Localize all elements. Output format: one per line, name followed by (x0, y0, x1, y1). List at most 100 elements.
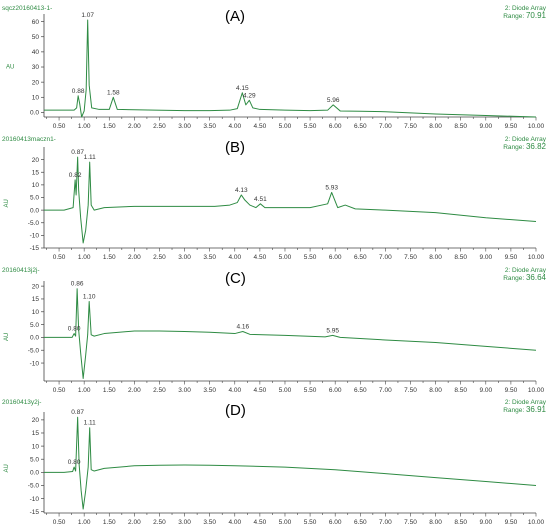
range-label: Range: (503, 144, 526, 151)
x-tick-label: 10.00 (528, 123, 545, 130)
x-tick-label: 2.50 (153, 123, 166, 130)
peak-label: 4.29 (243, 92, 256, 99)
x-tick-label: 9.50 (505, 254, 518, 261)
y-tick-label: 20 (32, 417, 40, 424)
y-tick-label: -15 (30, 509, 40, 516)
peak-label: 0.86 (71, 281, 84, 288)
x-tick-label: 5.00 (279, 387, 292, 394)
x-tick-label: 1.00 (78, 387, 91, 394)
x-tick-label: 9.00 (479, 254, 492, 261)
peak-label: 1.11 (84, 420, 97, 427)
y-axis-label: AU (4, 333, 10, 341)
x-tick-label: 1.00 (78, 123, 91, 130)
detector-label: 2: Diode Array (505, 136, 547, 143)
x-tick-label: 7.00 (379, 387, 392, 394)
peak-label: 0.87 (71, 409, 84, 416)
x-tick-label: 8.00 (429, 519, 442, 526)
x-tick-label: 9.00 (479, 519, 492, 526)
x-tick-label: 8.00 (429, 387, 442, 394)
chromatogram-trace (44, 416, 537, 510)
y-tick-label: -15 (30, 245, 40, 252)
range-text: Range: 70.91 (503, 11, 546, 20)
x-tick-label: 0.50 (53, 254, 66, 261)
x-tick-label: 6.00 (329, 387, 342, 394)
x-tick-label: 1.50 (103, 387, 116, 394)
y-tick-label: 10 (32, 182, 40, 189)
x-tick-label: 3.50 (203, 254, 216, 261)
y-tick-label: 15 (32, 430, 40, 437)
peak-label: 5.93 (325, 184, 338, 191)
x-tick-label: 3.00 (178, 123, 191, 130)
x-tick-label: 9.00 (479, 123, 492, 130)
x-tick-label: 3.00 (178, 519, 191, 526)
x-tick-label: 3.50 (203, 123, 216, 130)
chromatogram-trace (44, 19, 537, 118)
x-tick-label: 10.00 (528, 519, 545, 526)
x-tick-label: 7.50 (404, 254, 417, 261)
x-tick-label: 6.50 (354, 387, 367, 394)
peak-label: 1.10 (83, 294, 96, 301)
y-axis-label: AU (4, 199, 10, 207)
peak-label: 1.11 (84, 154, 97, 161)
x-tick-label: 7.00 (379, 123, 392, 130)
x-tick-label: 2.50 (153, 387, 166, 394)
peak-label: 5.96 (327, 97, 340, 104)
x-tick-label: 1.50 (103, 123, 116, 130)
x-tick-label: 3.00 (178, 387, 191, 394)
peak-label: 0.80 (68, 459, 81, 466)
range-text: Range: 36.82 (503, 142, 546, 151)
y-tick-label: 5.0 (30, 456, 39, 463)
x-tick-label: 8.50 (454, 123, 467, 130)
peak-label: 4.16 (236, 324, 249, 331)
x-tick-label: 9.50 (505, 123, 518, 130)
y-tick-label: -5.0 (28, 347, 40, 354)
x-tick-label: 5.50 (304, 519, 317, 526)
range-label: Range: (503, 13, 526, 20)
y-tick-label: 10 (32, 309, 40, 316)
y-tick-label: 15 (32, 296, 40, 303)
x-tick-label: 6.00 (329, 254, 342, 261)
peak-label: 4.13 (235, 187, 248, 194)
x-tick-label: 9.00 (479, 387, 492, 394)
range-label: Range: (503, 407, 526, 414)
chromatogram-trace (44, 156, 537, 244)
x-tick-label: 0.50 (53, 519, 66, 526)
x-tick-label: 3.50 (203, 519, 216, 526)
chromatogram-trace (44, 288, 537, 379)
x-tick-label: 2.00 (128, 519, 141, 526)
x-tick-label: 4.50 (254, 254, 267, 261)
x-tick-label: 3.00 (178, 254, 191, 261)
x-tick-label: 9.50 (505, 519, 518, 526)
y-tick-label: -10 (30, 496, 40, 503)
detector-label: 2: Diode Array (505, 267, 547, 274)
sample-name: 20160413y2j- (2, 399, 41, 406)
range-value: 36.64 (526, 273, 547, 282)
x-tick-label: 6.50 (354, 123, 367, 130)
x-tick-label: 2.00 (128, 254, 141, 261)
x-tick-label: 2.00 (128, 387, 141, 394)
y-tick-label: 0.0 (30, 110, 39, 117)
x-tick-label: 4.50 (254, 387, 267, 394)
y-tick-label: -10 (30, 233, 40, 240)
range-value: 36.91 (526, 405, 547, 414)
panel-label: (C) (225, 270, 246, 287)
x-tick-label: 5.00 (279, 519, 292, 526)
y-tick-label: 0.0 (30, 470, 39, 477)
x-tick-label: 1.50 (103, 519, 116, 526)
x-tick-label: 6.50 (354, 519, 367, 526)
panel-label: (B) (225, 139, 245, 156)
peak-label: 5.95 (326, 327, 339, 334)
x-tick-label: 5.00 (279, 123, 292, 130)
y-tick-label: -5.0 (28, 483, 40, 490)
x-tick-label: 10.00 (528, 254, 545, 261)
x-tick-label: 9.50 (505, 387, 518, 394)
x-tick-label: 5.50 (304, 123, 317, 130)
y-tick-label: 5.0 (30, 195, 39, 202)
y-tick-label: -5.0 (28, 220, 40, 227)
x-tick-label: 1.00 (78, 254, 91, 261)
x-tick-label: 6.00 (329, 123, 342, 130)
peak-label: 1.58 (107, 89, 120, 96)
peak-label: 4.15 (236, 85, 249, 92)
